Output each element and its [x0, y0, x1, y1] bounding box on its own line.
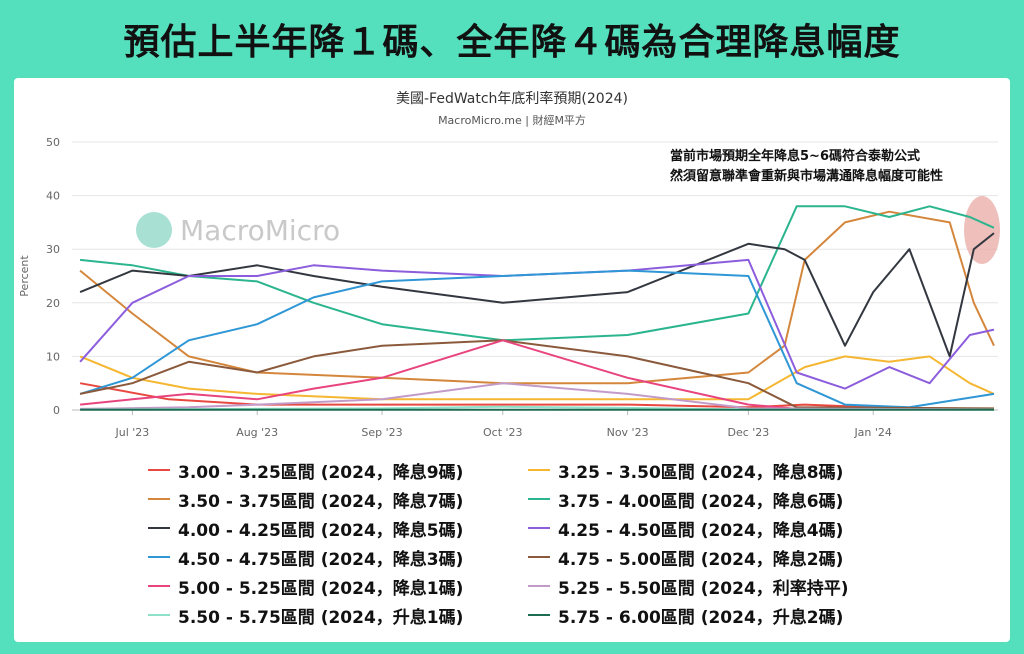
x-tick-label: Nov '23 [607, 426, 649, 439]
chart-svg: 0 10 20 30 40 50 Percent Jul '23 Aug '23 Sep '23 O… [18, 136, 1000, 439]
legend-label: 5.25 - 5.50區間 (2024，利率持平) [558, 578, 849, 599]
annotation-line: 當前市場預期全年降息5~6碼符合泰勒公式 [670, 148, 920, 164]
legend-item[interactable]: 5.50 - 5.75區間 (2024，升息1碼) [148, 603, 518, 628]
legend-swatch [148, 585, 170, 587]
series-line-10 [80, 382, 995, 411]
legend-label: 4.75 - 5.00區間 (2024，降息2碼) [558, 549, 844, 570]
legend-item[interactable]: 5.00 - 5.25區間 (2024，降息1碼) [148, 574, 518, 599]
legend-label: 4.50 - 4.75區間 (2024，降息3碼) [178, 549, 464, 570]
series-line-7 [79, 269, 995, 409]
legend-label: 5.75 - 6.00區間 (2024，升息2碼) [558, 607, 844, 628]
x-tick-label: Dec '23 [727, 426, 769, 439]
legend-swatch [148, 498, 170, 500]
legend-label: 3.50 - 3.75區間 (2024，降息7碼) [178, 491, 464, 512]
annotation-line: 然須留意聯準會重新與市場溝通降息幅度可能性 [670, 168, 943, 184]
legend-swatch [148, 469, 170, 471]
series-line-2 [79, 355, 995, 401]
x-tick-label: Jan '24 [853, 426, 891, 439]
legend: 3.00 - 3.25區間 (2024，降息9碼) 3.25 - 3.50區間 (… [148, 458, 908, 628]
legend-item[interactable]: 4.50 - 4.75區間 (2024，降息3碼) [148, 545, 518, 570]
headline: 預估上半年降１碼、全年降４碼為合理降息幅度 [123, 22, 901, 63]
series-line-5 [79, 232, 995, 358]
legend-item[interactable]: 5.75 - 6.00區間 (2024，升息2碼) [528, 603, 898, 628]
series-line-4 [79, 205, 995, 342]
legend-swatch [528, 585, 550, 587]
watermark-logo-icon [136, 212, 172, 248]
legend-item[interactable]: 3.75 - 4.00區間 (2024，降息6碼) [528, 487, 898, 512]
series-line-3 [79, 210, 995, 385]
legend-swatch [528, 527, 550, 529]
x-tick-label: Jul '23 [114, 426, 149, 439]
legend-item[interactable]: 5.25 - 5.50區間 (2024，利率持平) [528, 574, 898, 599]
y-axis-label: Percent [18, 255, 31, 297]
x-tick-label: Sep '23 [361, 426, 402, 439]
x-tick-label: Oct '23 [483, 426, 523, 439]
chart-title: 美國-FedWatch年底利率預期(2024) [396, 91, 628, 107]
legend-swatch [148, 556, 170, 558]
highlight-ellipse [964, 196, 1000, 264]
legend-item[interactable]: 3.00 - 3.25區間 (2024，降息9碼) [148, 458, 518, 483]
legend-swatch [528, 614, 550, 616]
y-tick-label: 20 [46, 297, 60, 310]
legend-label: 4.25 - 4.50區間 (2024，降息4碼) [558, 520, 844, 541]
chart-subtitle: MacroMicro.me | 財經M平方 [438, 114, 586, 127]
legend-label: 3.75 - 4.00區間 (2024，降息6碼) [558, 491, 844, 512]
series-line-8 [79, 339, 995, 410]
legend-swatch [528, 469, 550, 471]
legend-label: 4.00 - 4.25區間 (2024，降息5碼) [178, 520, 464, 541]
legend-label: 5.50 - 5.75區間 (2024，升息1碼) [178, 607, 464, 628]
x-tick-label: Aug '23 [236, 426, 278, 439]
legend-item[interactable]: 4.25 - 4.50區間 (2024，降息4碼) [528, 516, 898, 541]
y-tick-label: 10 [46, 350, 60, 363]
legend-label: 3.00 - 3.25區間 (2024，降息9碼) [178, 462, 464, 483]
legend-swatch [148, 614, 170, 616]
legend-swatch [528, 556, 550, 558]
series-line-9 [79, 339, 995, 411]
legend-swatch [148, 527, 170, 529]
y-tick-label: 0 [53, 404, 60, 417]
legend-swatch [528, 498, 550, 500]
legend-item[interactable]: 3.25 - 3.50區間 (2024，降息8碼) [528, 458, 898, 483]
legend-item[interactable]: 4.00 - 4.25區間 (2024，降息5碼) [148, 516, 518, 541]
y-tick-label: 30 [46, 243, 60, 256]
legend-label: 3.25 - 3.50區間 (2024，降息8碼) [558, 462, 844, 483]
y-tick-label: 50 [46, 136, 60, 149]
legend-item[interactable]: 3.50 - 3.75區間 (2024，降息7碼) [148, 487, 518, 512]
watermark-text: MacroMicro [180, 214, 340, 247]
y-tick-label: 40 [46, 190, 60, 203]
legend-label: 5.00 - 5.25區間 (2024，降息1碼) [178, 578, 464, 599]
legend-item[interactable]: 4.75 - 5.00區間 (2024，降息2碼) [528, 545, 898, 570]
chart-panel: 0 10 20 30 40 50 Percent Jul '23 Aug '23 Sep '23 O… [14, 78, 1010, 642]
